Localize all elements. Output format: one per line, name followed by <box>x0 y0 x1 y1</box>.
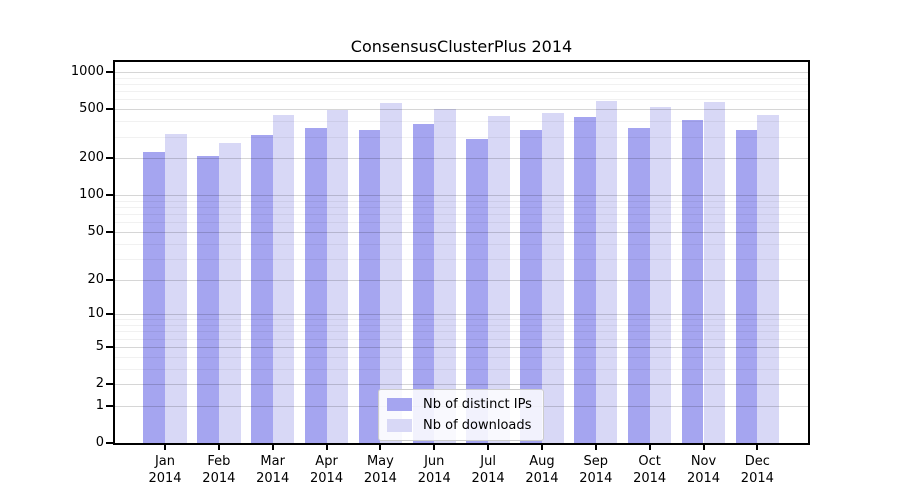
y-tick-mark <box>106 194 113 197</box>
bar-downloads <box>595 101 618 445</box>
bar-distinct-ips <box>574 116 596 445</box>
chart-title: ConsensusClusterPlus 2014 <box>350 37 573 56</box>
y-tick-label: 20 <box>87 271 104 287</box>
bar-downloads <box>434 109 456 445</box>
bar-downloads <box>488 115 510 445</box>
y-tick-label: 1 <box>95 397 104 413</box>
x-tick-label: Feb 2014 <box>202 454 236 486</box>
x-tick-mark <box>379 445 382 450</box>
x-tick-mark <box>217 445 220 450</box>
bar-distinct-ips <box>197 155 219 445</box>
y-tick-mark <box>106 70 113 73</box>
y-tick-mark <box>106 313 113 316</box>
x-tick-label: Jul 2014 <box>471 454 505 486</box>
x-tick-label: Dec 2014 <box>740 454 774 486</box>
y-tick-label: 200 <box>79 150 104 166</box>
y-tick-mark <box>106 345 113 348</box>
bar-downloads <box>703 102 726 445</box>
y-tick-mark <box>106 442 113 444</box>
legend-item-distinct-ips: Nb of distinct IPs <box>387 397 532 412</box>
y-tick-label: 5 <box>95 338 104 354</box>
x-tick-label: Oct 2014 <box>633 454 667 486</box>
bar-distinct-ips <box>358 130 381 445</box>
y-tick-label: 10 <box>87 306 104 322</box>
bar-distinct-ips <box>681 119 704 445</box>
bar-downloads <box>165 133 187 445</box>
x-tick-mark <box>325 445 328 450</box>
legend-swatch-distinct-ips <box>387 398 412 411</box>
x-tick-mark <box>756 445 759 450</box>
x-tick-mark <box>594 445 597 450</box>
plot-area: Nb of distinct IPs Nb of downloads <box>113 60 810 445</box>
bar-distinct-ips <box>412 124 435 445</box>
y-tick-mark <box>106 230 113 233</box>
bar-distinct-ips <box>143 152 165 445</box>
bar-downloads <box>649 106 672 445</box>
bar-downloads <box>757 114 780 445</box>
y-tick-label: 50 <box>87 223 104 239</box>
legend: Nb of distinct IPs Nb of downloads <box>378 389 544 441</box>
bar-distinct-ips <box>520 129 542 445</box>
x-tick-label: Apr 2014 <box>310 454 344 486</box>
bar-distinct-ips <box>466 138 489 445</box>
y-tick-label: 500 <box>79 101 104 117</box>
x-tick-mark <box>702 445 705 450</box>
legend-label-downloads: Nb of downloads <box>423 418 532 433</box>
x-tick-mark <box>540 445 543 450</box>
x-tick-mark <box>271 445 274 450</box>
y-tick-mark <box>106 404 113 407</box>
x-tick-label: Mar 2014 <box>256 454 290 486</box>
x-tick-mark <box>164 445 166 450</box>
y-tick-mark <box>106 108 113 111</box>
y-tick-label: 1000 <box>70 63 104 79</box>
x-tick-label: Nov 2014 <box>686 454 721 486</box>
x-tick-mark <box>487 445 490 450</box>
x-tick-mark <box>648 445 651 450</box>
x-tick-label: Jan 2014 <box>148 454 182 486</box>
y-tick-mark <box>106 157 113 160</box>
bar-distinct-ips <box>627 127 650 445</box>
y-tick-mark <box>106 383 113 385</box>
x-tick-label: Sep 2014 <box>579 454 613 486</box>
y-tick-label: 0 <box>95 435 104 450</box>
legend-item-downloads: Nb of downloads <box>387 418 532 433</box>
bar-downloads <box>326 110 349 445</box>
bar-downloads <box>380 103 403 445</box>
x-tick-label: May 2014 <box>363 454 397 486</box>
x-tick-label: Jun 2014 <box>417 454 451 486</box>
bar-distinct-ips <box>251 135 273 445</box>
legend-label-distinct-ips: Nb of distinct IPs <box>423 397 532 412</box>
bar-distinct-ips <box>735 129 758 445</box>
legend-swatch-downloads <box>387 419 412 432</box>
bar-downloads <box>541 112 564 445</box>
x-tick-label: Aug 2014 <box>525 454 559 486</box>
y-tick-mark <box>106 278 113 281</box>
bar-downloads <box>218 143 241 445</box>
y-tick-label: 2 <box>95 376 104 391</box>
bar-distinct-ips <box>304 128 327 445</box>
bars-layer <box>113 60 810 445</box>
x-tick-mark <box>433 445 436 450</box>
bar-downloads <box>272 115 295 445</box>
y-tick-label: 100 <box>79 187 104 203</box>
